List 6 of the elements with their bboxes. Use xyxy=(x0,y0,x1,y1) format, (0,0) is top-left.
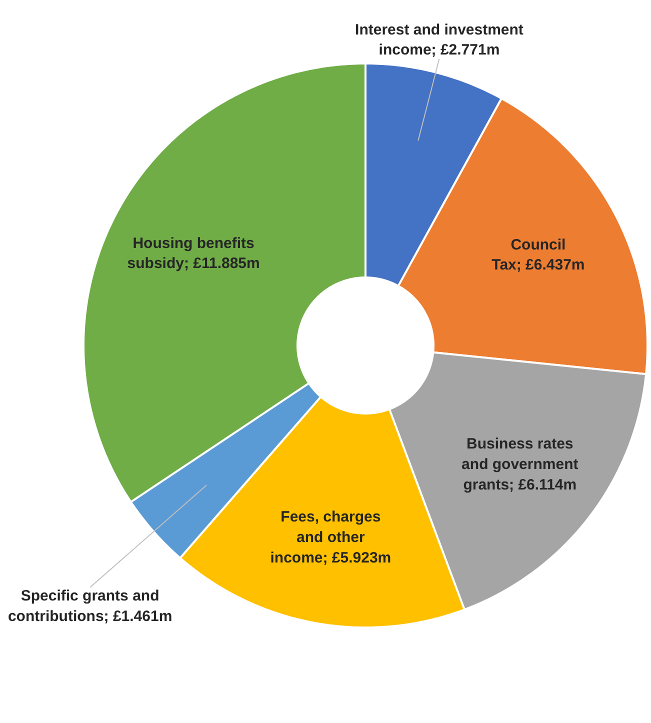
slice-label: Interest and investment income; £2.771m xyxy=(355,21,524,59)
slice-label: Specific grants and contributions; £1.461m xyxy=(8,587,172,625)
slice-label: Housing benefits subsidy; £11.885m xyxy=(127,234,260,272)
slice-label: Business rates and government grants; £6.114m xyxy=(462,436,578,494)
slice-label: Fees, charges and other income; £5.923m xyxy=(270,508,392,566)
slice-label: Council Tax; £6.437m xyxy=(492,236,585,274)
